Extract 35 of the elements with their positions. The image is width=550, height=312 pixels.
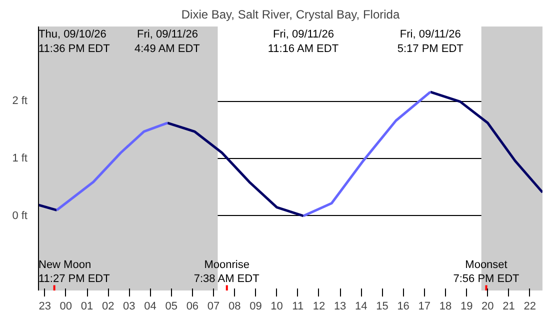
annotation: Fri, 09/11/26 4:49 AM EDT [134, 28, 200, 55]
x-tick-label: 06 [186, 300, 199, 312]
x-tick-label: 03 [123, 300, 136, 312]
chart-title: Dixie Bay, Salt River, Crystal Bay, Florida [181, 8, 400, 22]
x-tick-label: 23 [38, 300, 51, 312]
annotation: Fri, 09/11/26 11:16 AM EDT [268, 28, 339, 55]
x-tick-label: 21 [502, 300, 515, 312]
y-tick-label: 1 ft [12, 152, 28, 164]
x-tick-label: 05 [165, 300, 178, 312]
x-tick-label: 02 [102, 300, 114, 312]
annotation: Fri, 09/11/26 5:17 PM EDT [397, 28, 464, 55]
x-tick-label: 20 [482, 300, 494, 312]
x-tick-label: 08 [228, 300, 241, 312]
x-tick-label: 13 [334, 300, 346, 312]
x-tick-label: 18 [439, 300, 452, 312]
annotation: Thu, 09/10/26 11:36 PM EDT [38, 28, 110, 55]
x-tick-label: 12 [312, 300, 326, 312]
x-tick-label: 15 [376, 300, 388, 312]
x-tick-label: 16 [397, 300, 410, 312]
x-tick-label: 22 [524, 300, 536, 312]
x-tick-label: 04 [144, 300, 156, 312]
x-tick-label: 14 [355, 300, 368, 312]
x-tick-label: 19 [460, 300, 473, 312]
y-tick-label: 2 ft [12, 95, 28, 108]
x-tick-label: 00 [60, 300, 72, 312]
x-tick-label: 17 [418, 300, 431, 312]
x-tick-label: 10 [270, 300, 283, 312]
x-tick-label: 01 [80, 300, 94, 312]
x-tick-label: 11 [292, 300, 304, 312]
ref-line-label: Moonset 7:56 PM EDT [453, 258, 520, 286]
x-tick-label: 07 [207, 300, 220, 312]
x-tick-label: 09 [250, 300, 262, 312]
ref-line-label: New Moon 11:27 PM EDT [38, 258, 110, 286]
ref-line-label: Moonrise 7:38 AM EDT [194, 258, 260, 286]
y-tick-label: 0 ft [12, 210, 28, 222]
